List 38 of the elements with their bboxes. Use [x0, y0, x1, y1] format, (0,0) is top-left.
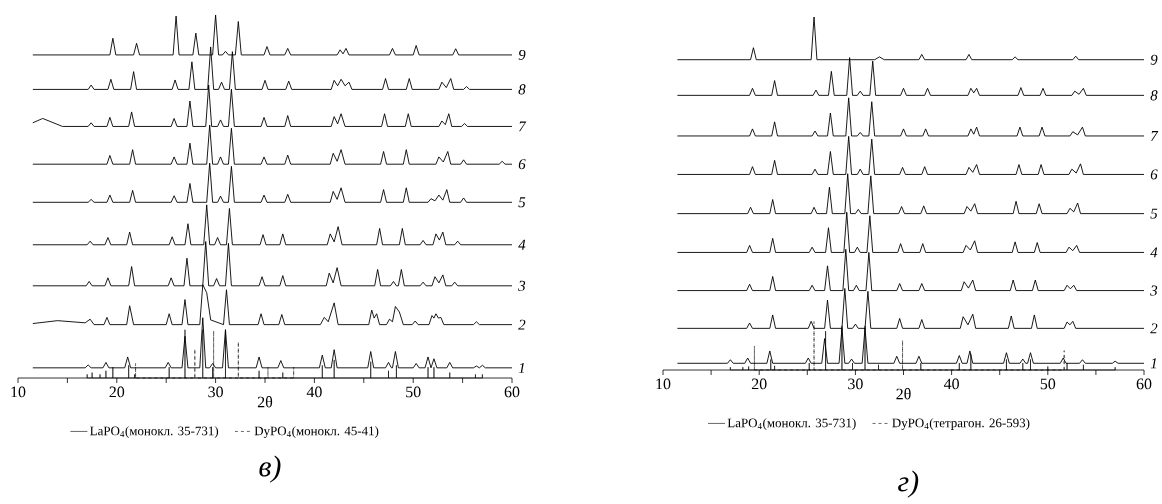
series-label: 7 — [519, 121, 527, 132]
series-label: 6 — [1150, 169, 1158, 180]
x-tick-label: 20 — [751, 378, 767, 390]
legend-label: LaPO$_{4}$(монокл. 35-731) — [90, 426, 219, 438]
text: г) — [898, 470, 919, 498]
series-label: 4 — [1150, 247, 1158, 258]
series-label: 8 — [1150, 90, 1158, 101]
series-label: 5 — [518, 197, 526, 208]
x-tick-label: 40 — [943, 378, 959, 390]
x-tick-label: 20 — [109, 386, 125, 398]
series-label: 9 — [518, 49, 526, 60]
series-label: 9 — [1150, 54, 1158, 65]
x-tick-label: 60 — [1136, 378, 1152, 390]
x-tick-label: 50 — [406, 386, 421, 398]
series-label: 6 — [518, 159, 526, 170]
series-label: 8 — [518, 84, 526, 95]
legend-label: DyPO$_{4}$(тетрагон. 26-593) — [892, 418, 1030, 430]
x-axis-title: 2θ — [257, 396, 273, 408]
series-label: 1 — [1150, 358, 1157, 369]
x-axis-title: 2θ — [896, 388, 911, 400]
series-label: 3 — [1150, 285, 1158, 296]
x-tick-label: 40 — [306, 386, 322, 398]
x-tick-label: 50 — [1040, 378, 1056, 390]
series-label: 3 — [518, 280, 526, 291]
series-label: 1 — [518, 362, 525, 373]
series-label: 7 — [1151, 131, 1159, 141]
legend-label: LaPO$_{4}$(монокл. 35-731) — [727, 418, 856, 430]
x-tick-label: 10 — [11, 386, 26, 398]
x-tick-label: 30 — [208, 386, 223, 398]
series-label: 5 — [1150, 208, 1158, 219]
x-tick-label: 30 — [848, 378, 863, 390]
series-label: 2 — [518, 319, 526, 330]
legend-label: DyPO$_{4}$(монокл. 45-41) — [254, 426, 379, 438]
series-label: 2 — [1150, 323, 1158, 334]
text: в) — [259, 455, 281, 483]
series-label: 4 — [518, 239, 526, 250]
x-tick-label: 60 — [504, 386, 520, 398]
x-tick-label: 10 — [656, 378, 671, 390]
